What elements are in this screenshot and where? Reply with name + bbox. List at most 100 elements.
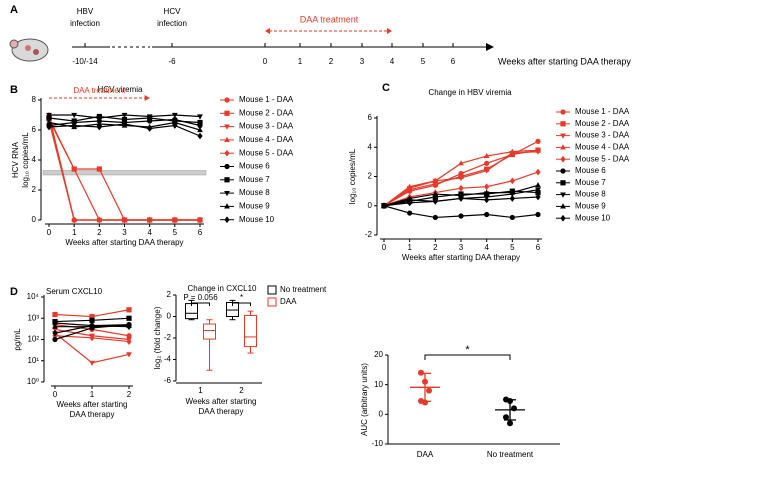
legend-label: Mouse 7 — [239, 175, 270, 184]
x-tick-label: 6 — [536, 243, 541, 252]
marker — [96, 216, 102, 224]
y-tick-label: 6 — [32, 125, 37, 134]
marker — [89, 317, 95, 323]
mouse-liver — [25, 45, 31, 51]
legend-marker — [224, 97, 230, 103]
marker — [458, 192, 464, 198]
marker — [484, 211, 490, 218]
dot — [507, 420, 513, 427]
timeline-tick-label: 3 — [360, 57, 365, 66]
x-tick-label: No treatment — [487, 450, 534, 459]
y-tick-label: 10² — [27, 335, 39, 344]
timeline-tick-label: 4 — [390, 57, 395, 66]
marker — [147, 125, 153, 132]
chart-title: Serum CXCL10 — [46, 287, 103, 296]
marker — [406, 195, 413, 201]
arrowhead — [265, 28, 270, 34]
marker — [432, 194, 438, 200]
marker — [483, 152, 490, 159]
y-tick-label: 8 — [32, 95, 37, 104]
marker — [484, 160, 490, 166]
legend-label: Mouse 3 - DAA — [239, 122, 294, 131]
x-tick-label: 0 — [382, 243, 387, 252]
marker — [432, 177, 439, 183]
marker — [121, 120, 128, 128]
y-tick-label: 2 — [32, 185, 37, 194]
marker — [121, 116, 128, 123]
y-tick-label: 10¹ — [27, 356, 39, 365]
legend-label: Mouse 6 — [239, 162, 270, 171]
x-tick-label: 0 — [53, 390, 58, 399]
marker — [52, 323, 58, 329]
marker — [171, 112, 178, 119]
y-axis-label: AUC (arbitrary units) — [360, 363, 369, 436]
marker — [381, 202, 387, 210]
legend-marker — [224, 124, 230, 130]
event-label: HBV — [77, 7, 94, 16]
marker — [535, 147, 541, 153]
x-tick-label: 3 — [122, 228, 127, 237]
marker — [458, 213, 464, 219]
y-tick-label: 20 — [374, 350, 383, 359]
marker — [96, 115, 103, 122]
timeline-tick-label: -6 — [168, 57, 176, 66]
legend-label: Mouse 3 - DAA — [575, 131, 630, 140]
marker — [52, 320, 58, 326]
marker — [432, 190, 439, 197]
legend-marker — [560, 192, 566, 198]
x-tick-label: 1 — [407, 243, 412, 252]
legend-marker — [224, 177, 230, 183]
significance-bracket — [191, 302, 210, 306]
y-axis-label: HCV RNA — [11, 141, 20, 178]
annotation: P = 0.056 — [183, 293, 218, 302]
x-tick-label: 4 — [484, 243, 489, 252]
marker — [535, 182, 541, 188]
y-tick-label: 10 — [374, 380, 383, 389]
x-tick-label: 2 — [239, 386, 244, 395]
marker — [509, 189, 516, 195]
marker — [126, 323, 132, 331]
legend-label: Mouse 8 — [575, 190, 606, 199]
event-label: infection — [70, 19, 100, 28]
panel-label: C — [382, 82, 390, 94]
marker — [46, 112, 52, 119]
y-tick-label: 0 — [368, 201, 373, 210]
legend-label: Mouse 6 — [575, 166, 606, 175]
x-tick-label: 3 — [459, 243, 464, 252]
legend-label: Mouse 10 — [575, 213, 611, 222]
panel-label: D — [10, 286, 18, 298]
marker — [407, 199, 413, 207]
marker — [171, 119, 178, 125]
marker — [52, 336, 58, 343]
legend-label: DAA — [280, 297, 297, 306]
marker — [535, 187, 541, 193]
y-axis-label: log₁₀ copies/mL — [348, 148, 357, 204]
legend-marker — [224, 149, 230, 157]
legend-label: Mouse 5 - DAA — [239, 148, 294, 157]
legend-marker — [224, 110, 230, 116]
x-tick-label: 2 — [433, 243, 438, 252]
marker — [96, 120, 103, 127]
dot — [503, 414, 509, 421]
y-tick-label: -6 — [164, 376, 172, 385]
legend-label: Mouse 10 — [239, 215, 275, 224]
dot — [426, 387, 432, 394]
marker — [406, 183, 413, 189]
legend-marker — [560, 203, 566, 209]
marker — [71, 122, 77, 129]
y-axis-label: log₁₀ copies/mL — [21, 132, 30, 188]
marker — [197, 216, 203, 224]
chart-title: HCV viremia — [98, 85, 143, 94]
annotation: * — [465, 344, 470, 356]
legend-marker — [560, 121, 566, 127]
legend-marker — [224, 203, 230, 209]
marker — [71, 112, 78, 119]
treatment-label: DAA treatment — [300, 14, 359, 24]
marker — [172, 122, 178, 129]
legend-label: Mouse 4 - DAA — [575, 143, 630, 152]
marker — [483, 168, 490, 174]
marker — [458, 175, 464, 182]
legend-marker — [224, 191, 230, 197]
